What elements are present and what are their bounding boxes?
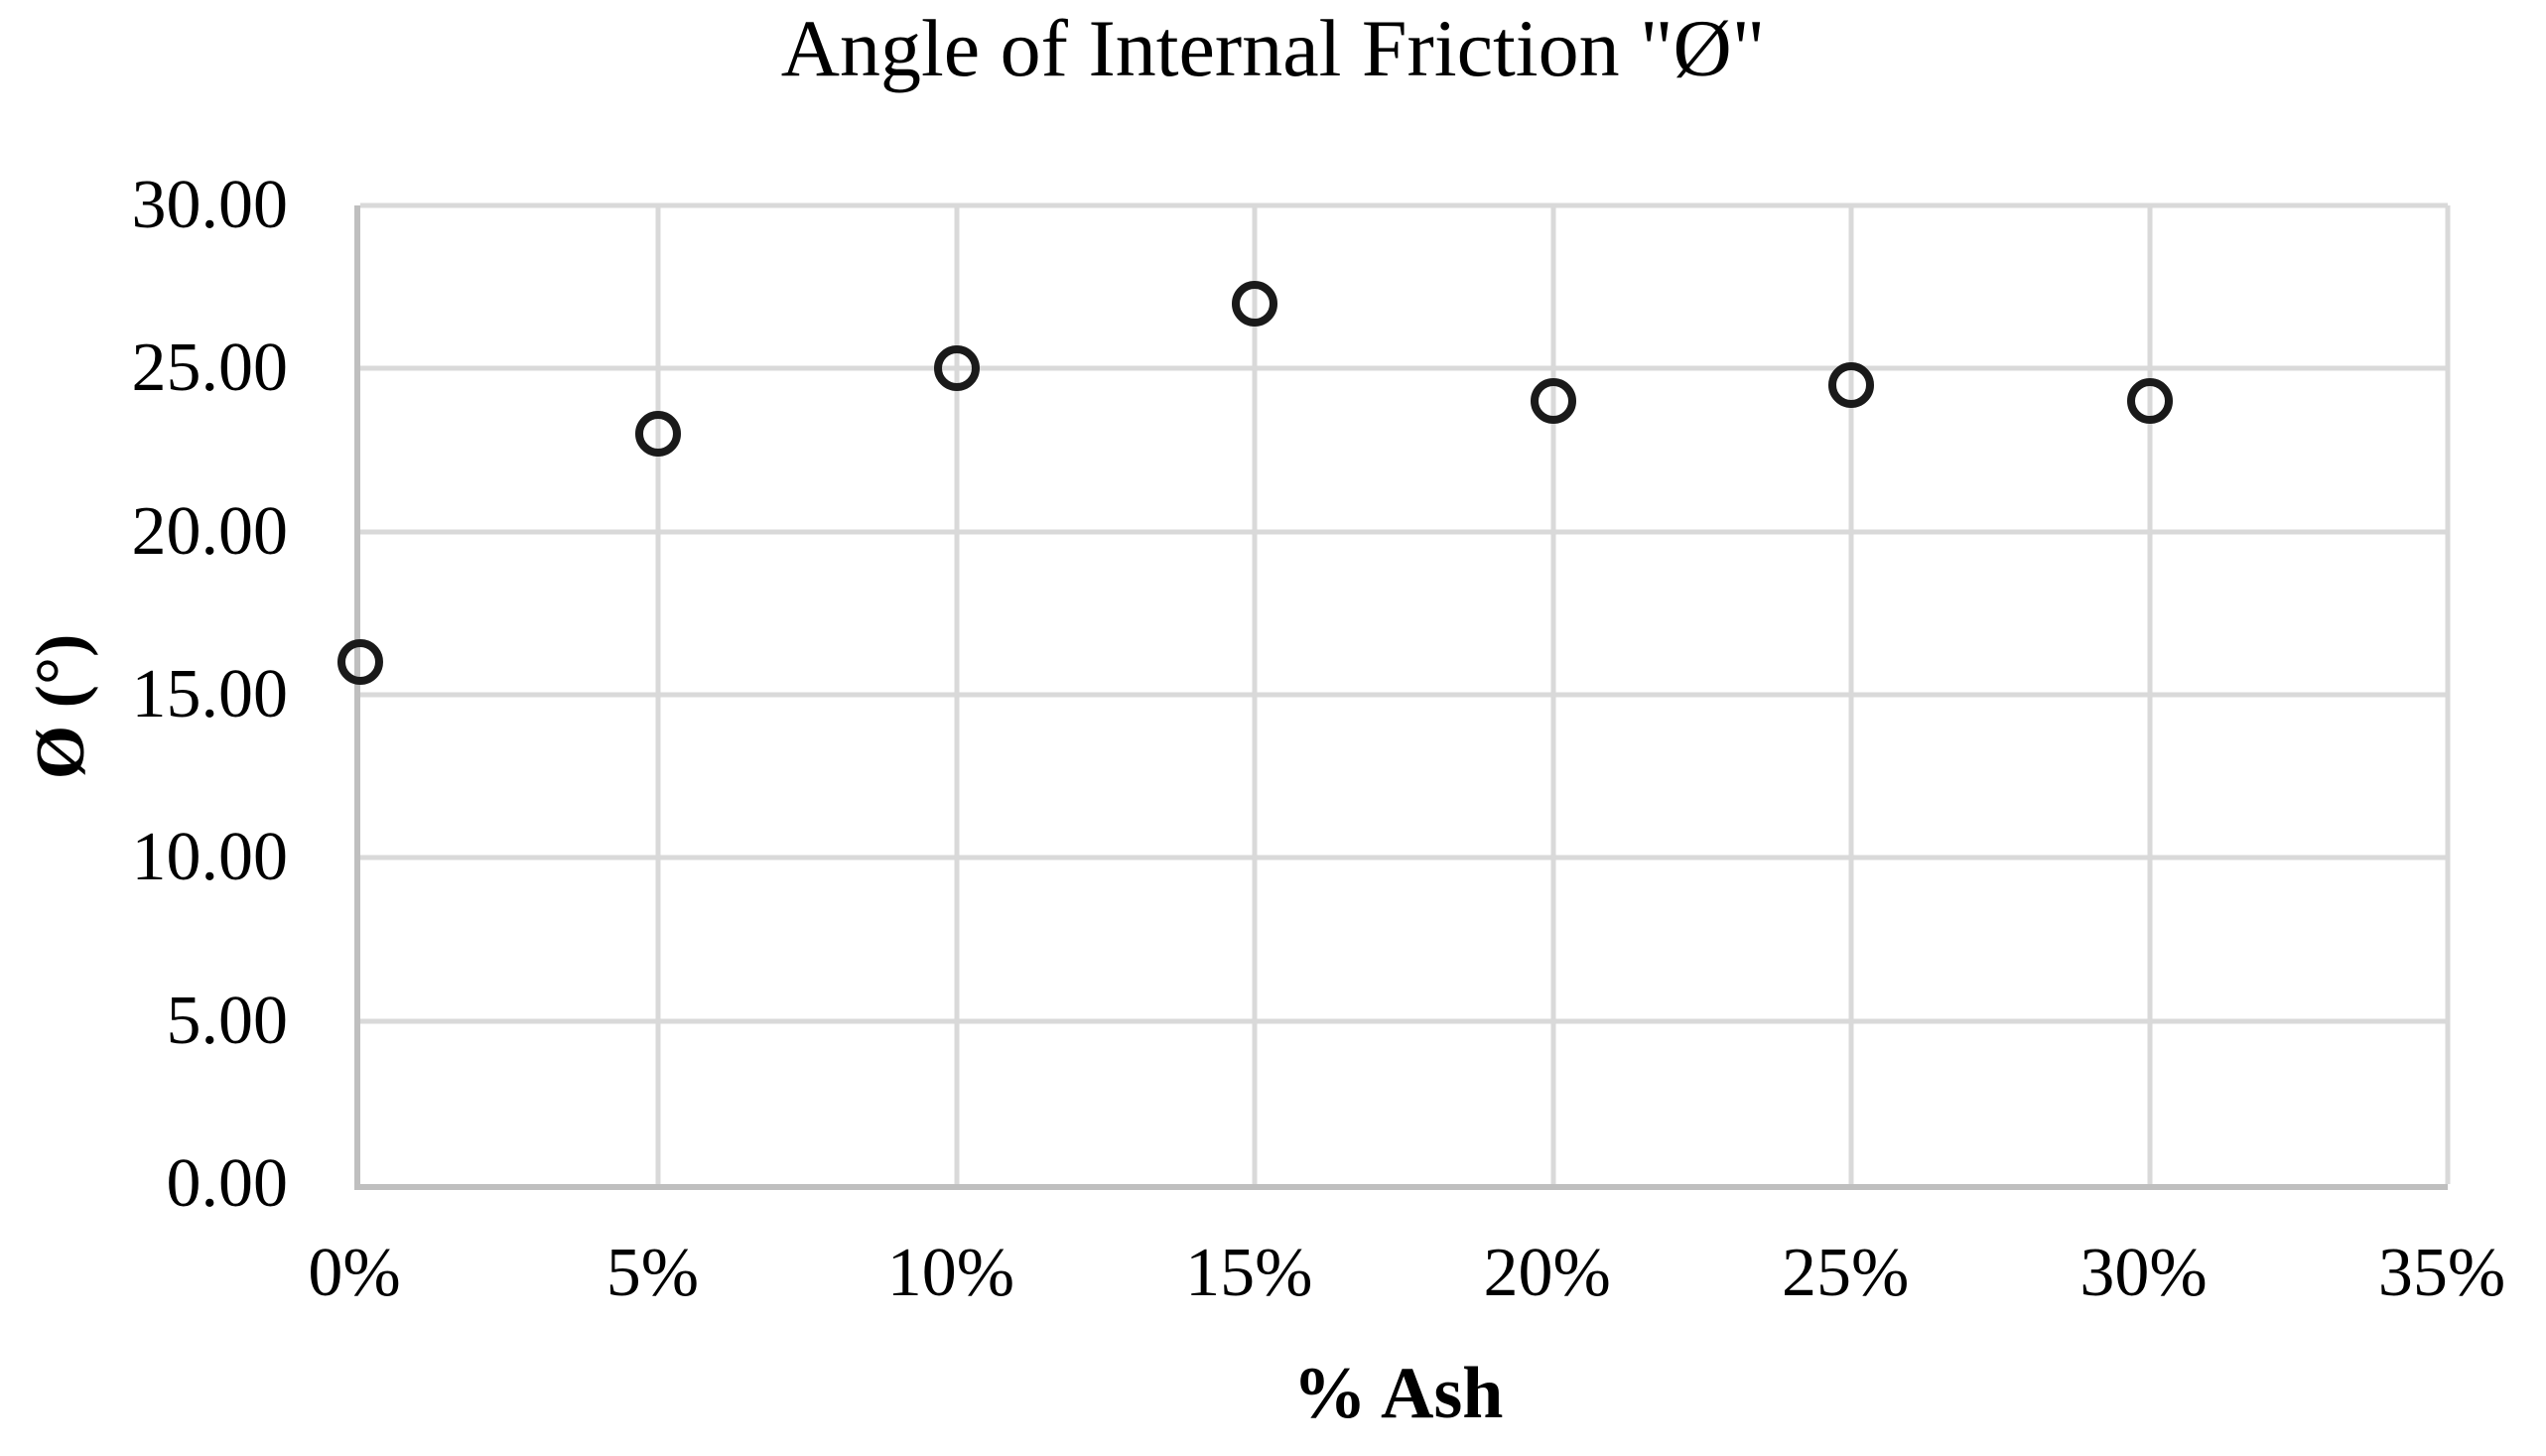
gridline-horizontal	[360, 692, 2448, 698]
x-tick-label: 10%	[886, 1235, 1014, 1311]
data-point-marker	[933, 345, 980, 392]
data-point-marker	[1828, 361, 1875, 408]
y-tick-label: 30.00	[131, 167, 289, 243]
y-tick-label: 15.00	[131, 656, 289, 732]
y-tick-label: 5.00	[166, 982, 289, 1059]
y-tick-label: 20.00	[131, 492, 289, 570]
y-tick-label: 0.00	[166, 1145, 289, 1222]
x-tick-label: 5%	[605, 1235, 700, 1311]
gridline-horizontal	[360, 365, 2448, 371]
gridline-vertical	[954, 205, 960, 1184]
data-point-marker	[635, 411, 682, 458]
data-point-marker	[1530, 378, 1576, 425]
data-point-marker	[1232, 280, 1278, 327]
gridline-vertical	[1550, 205, 1556, 1184]
gridline-horizontal	[360, 202, 2448, 208]
gridline-horizontal	[360, 855, 2448, 860]
y-tick-label: 10.00	[131, 819, 289, 896]
x-tick-label: 15%	[1185, 1235, 1313, 1311]
chart-title: Angle of Internal Friction "Ø"	[780, 3, 1766, 93]
data-point-marker	[337, 639, 383, 686]
x-axis-title: % Ash	[1292, 1353, 1504, 1434]
x-tick-label: 35%	[2377, 1235, 2506, 1311]
x-tick-label: 0%	[308, 1235, 401, 1311]
x-tick-label: 20%	[1483, 1235, 1611, 1311]
x-tick-label: 30%	[2079, 1235, 2208, 1311]
data-point-marker	[2126, 378, 2173, 425]
x-tick-label: 25%	[1781, 1235, 1910, 1311]
gridline-vertical	[1848, 205, 1854, 1184]
gridline-vertical	[655, 205, 661, 1184]
plot-area	[337, 202, 2451, 1190]
gridline-vertical	[1252, 205, 1258, 1184]
gridline-vertical	[2445, 205, 2451, 1184]
gridline-vertical	[2147, 205, 2153, 1184]
y-tick-label: 25.00	[131, 330, 289, 407]
gridline-horizontal	[360, 1018, 2448, 1024]
gridline-horizontal	[360, 529, 2448, 535]
